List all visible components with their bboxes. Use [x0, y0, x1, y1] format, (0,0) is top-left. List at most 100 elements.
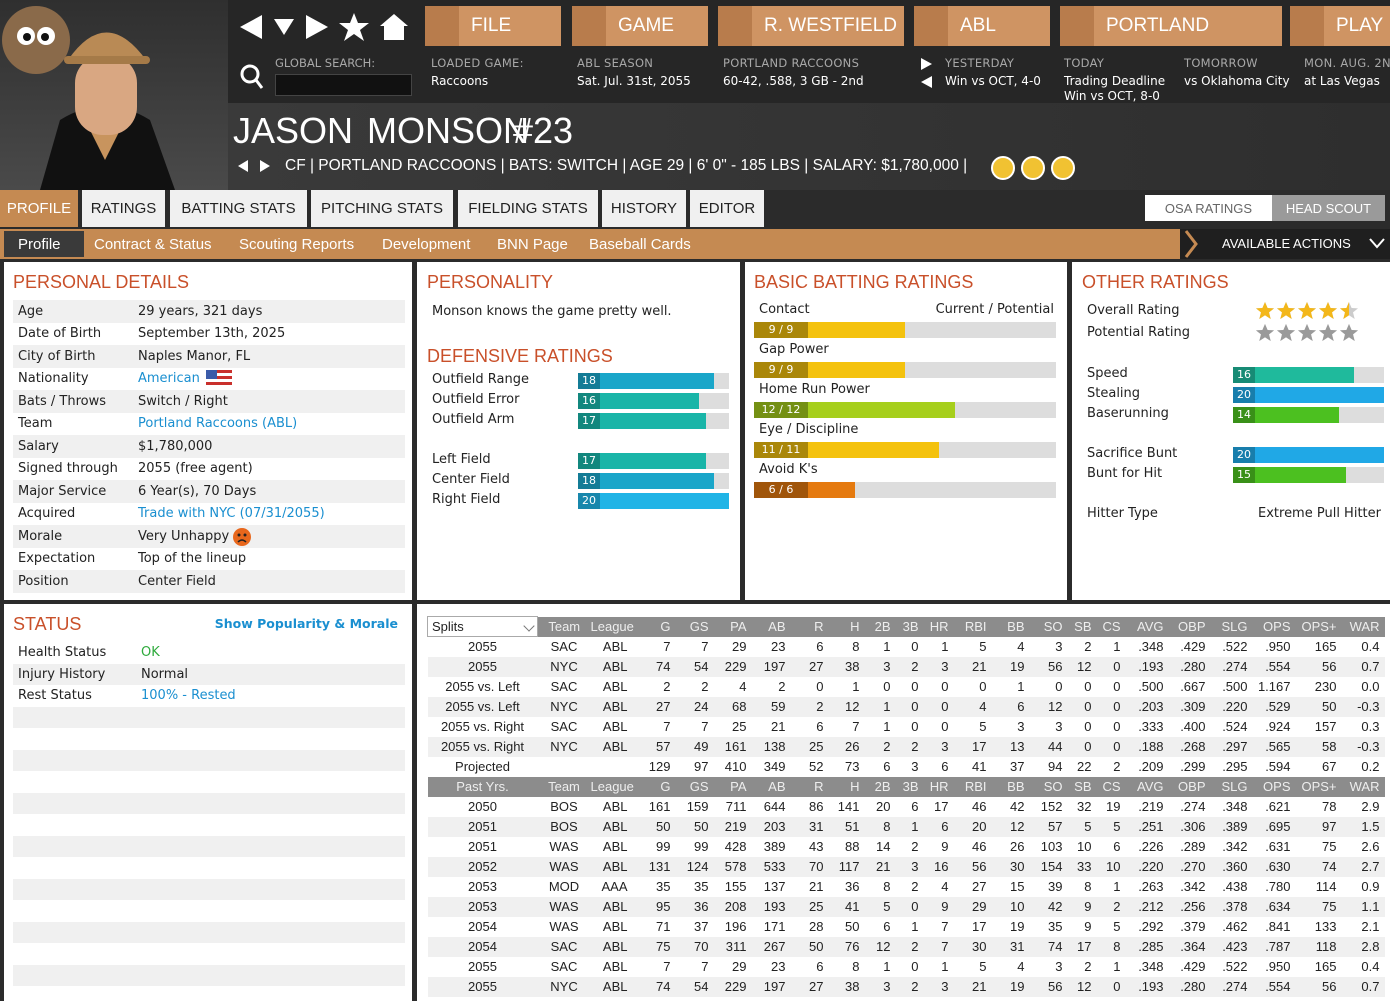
table-cell: 0.0: [1361, 679, 1380, 694]
detail-row: Salary $1,780,000: [13, 435, 405, 458]
table-cell: 1: [1113, 959, 1121, 974]
column-header: G: [640, 776, 676, 797]
tab[interactable]: PROFILE: [0, 190, 78, 227]
table-cell: 7: [663, 719, 671, 734]
table-cell: ABL: [590, 856, 641, 877]
rating-name: Outfield Error: [432, 392, 520, 407]
detail-row: Age 29 years, 321 days: [13, 300, 405, 323]
nav-button[interactable]: GAME: [572, 6, 708, 46]
table-cell: NYC: [537, 656, 591, 677]
table-cell: 78: [1322, 799, 1337, 814]
detail-value[interactable]: Trade with NYC (07/31/2055): [138, 506, 325, 522]
tab[interactable]: PITCHING STATS: [311, 190, 453, 227]
subtab[interactable]: Development: [382, 235, 471, 253]
subtab[interactable]: Profile: [4, 231, 84, 257]
status-row: [13, 706, 405, 728]
table-cell: .285: [1125, 936, 1169, 957]
table-cell: 10: [1077, 839, 1092, 854]
table-cell: 8: [852, 639, 860, 654]
detail-label: Signed through: [18, 461, 118, 477]
nav-button[interactable]: R. WESTFIELD: [718, 6, 904, 46]
table-cell: 6: [911, 799, 919, 814]
player-arrows[interactable]: [236, 157, 276, 177]
subtab[interactable]: BNN Page: [497, 235, 568, 253]
forward-icon[interactable]: [306, 15, 328, 39]
table-cell: 161: [648, 799, 671, 814]
table-cell: 2: [663, 679, 671, 694]
column-header: AB: [751, 616, 791, 637]
table-cell: .268: [1168, 736, 1211, 757]
detail-value: Naples Manor, FL: [138, 348, 251, 364]
table-cell: .289: [1180, 839, 1206, 854]
personality-text: Monson knows the game pretty well.: [432, 304, 672, 319]
table-cell: 17: [1067, 936, 1097, 957]
subtab[interactable]: Scouting Reports: [239, 235, 355, 253]
table-cell: .292: [1138, 919, 1164, 934]
table-cell: 410: [724, 759, 747, 774]
detail-label: Position: [18, 573, 69, 589]
info-label: YESTERDAY: [945, 56, 1015, 70]
star-icon[interactable]: [339, 13, 369, 41]
status-row: [13, 921, 405, 943]
table-cell: ABL: [602, 799, 628, 814]
table-cell: 0: [911, 639, 919, 654]
actions-label[interactable]: AVAILABLE ACTIONS: [1222, 236, 1351, 251]
table-cell: 161: [713, 736, 752, 757]
tab[interactable]: EDITOR: [690, 190, 764, 227]
nav-button[interactable]: FILE: [425, 6, 561, 46]
menu-icon[interactable]: [274, 19, 294, 35]
search-input[interactable]: [275, 74, 412, 96]
table-cell: 2: [895, 736, 924, 757]
table-cell: 7: [663, 639, 671, 654]
table-cell: 428: [724, 839, 747, 854]
scout-toggle[interactable]: OSA RATINGS: [1145, 195, 1272, 221]
detail-value[interactable]: Portland Raccoons (ABL): [138, 416, 298, 432]
tab[interactable]: BATTING STATS: [170, 190, 307, 227]
scout-toggle[interactable]: HEAD SCOUT: [1272, 195, 1385, 221]
rating-name: Avoid K's: [759, 462, 818, 477]
home-icon[interactable]: [380, 14, 408, 40]
nav-button[interactable]: PLAY: [1290, 6, 1390, 46]
search-icon[interactable]: [240, 64, 260, 84]
table-cell: 6: [816, 959, 824, 974]
table-cell: 22: [1077, 759, 1092, 774]
info-label: TOMORROW: [1184, 56, 1258, 70]
status-link[interactable]: Show Popularity & Morale: [214, 616, 398, 631]
rating-value-label: 12 / 12: [754, 402, 808, 418]
detail-label: Major Service: [18, 483, 107, 499]
table-cell: 1: [941, 639, 949, 654]
detail-value: 29 years, 321 days: [138, 303, 263, 319]
table-cell: 33: [1067, 856, 1097, 877]
column-header: PA: [713, 616, 752, 637]
back-icon[interactable]: [240, 15, 262, 39]
table-cell: 267: [751, 936, 791, 957]
table-cell: 2: [864, 736, 896, 757]
table-cell: 6: [1113, 839, 1121, 854]
subtab[interactable]: Contract & Status: [94, 235, 212, 253]
table-cell: AAA: [601, 879, 628, 894]
nav-button[interactable]: PORTLAND: [1060, 6, 1282, 46]
table-cell: 56: [953, 856, 992, 877]
actions-bar[interactable]: [1180, 229, 1390, 259]
table-cell: 3: [1055, 639, 1063, 654]
table-cell: 54: [675, 656, 714, 677]
tab[interactable]: HISTORY: [602, 190, 686, 227]
rating-name: Contact: [759, 302, 810, 317]
rating-value-label: 9 / 9: [754, 322, 808, 338]
tab[interactable]: FIELDING STATS: [458, 190, 598, 227]
table-cell: ABL: [590, 936, 641, 957]
detail-value[interactable]: American: [138, 371, 200, 387]
table-cell: .787: [1252, 936, 1296, 957]
rating-bar: [578, 473, 714, 489]
table-cell: 165: [1314, 959, 1337, 974]
rating-value-label: 9 / 9: [754, 362, 808, 378]
table-cell: 56: [1295, 976, 1342, 997]
splits-select[interactable]: Splits: [432, 619, 464, 634]
table-row: 2054 SAC ABL 75 70 311 267 50 76 12 2 7 30 31 74 17 8.28…: [427, 936, 1385, 957]
table-cell: 4: [953, 696, 992, 717]
table-cell: .342: [1180, 879, 1206, 894]
nav-button[interactable]: ABL: [914, 6, 1050, 46]
subtab[interactable]: Baseball Cards: [589, 235, 691, 253]
tab[interactable]: RATINGS: [82, 190, 165, 227]
detail-row: Date of Birth September 13th, 2025: [13, 322, 405, 345]
